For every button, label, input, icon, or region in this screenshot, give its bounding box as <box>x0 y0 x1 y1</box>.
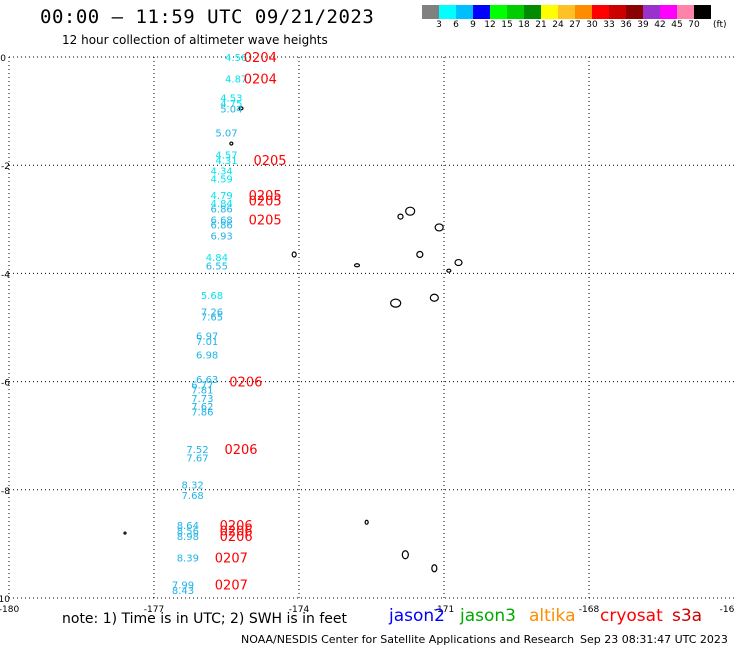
island-outline <box>447 269 451 272</box>
island-outline <box>432 565 437 572</box>
pass-time-label: 0206 <box>220 530 253 545</box>
island-outline <box>402 551 408 559</box>
mission-jason2: jason2 <box>389 606 445 626</box>
island-outline <box>455 260 462 266</box>
map-grid <box>9 57 734 598</box>
wave-height-value: 8.98 <box>177 532 199 543</box>
mission-jason3: jason3 <box>460 606 516 626</box>
wave-height-labels: 4.56 4.87 4.534.755.04 5.07 4.574.314.344.59… <box>172 53 247 597</box>
wave-height-value: 4.59 <box>211 175 233 186</box>
island-outline <box>365 520 368 524</box>
wave-height-value: 8.32 <box>182 480 204 491</box>
island-outline <box>230 142 233 145</box>
axis-ticks: -180 -177 -174 -171 -168 -16 0 -2 -4 -6 -8 -10 <box>0 54 735 615</box>
wave-height-value: 7.86 <box>191 407 213 418</box>
wave-height-value: 6.93 <box>211 232 233 243</box>
pass-time-label: 0207 <box>215 578 248 593</box>
generated-timestamp: Sep 23 08:31:47 UTC 2023 <box>580 633 728 646</box>
wave-height-value: 7.65 <box>201 313 223 324</box>
pass-time-label: 0205 <box>249 213 282 228</box>
mission-s3a: s3a <box>672 606 702 626</box>
y-tick-label: -10 <box>0 595 10 605</box>
wave-height-value: 8.39 <box>177 553 199 564</box>
altimeter-map: -180-177-174-171-168-160-2-4-6-8-10 4.56… <box>0 0 740 650</box>
island-outline <box>417 251 423 257</box>
wave-height-value: 6.86 <box>211 221 233 232</box>
island-outline <box>355 264 360 267</box>
island-outline <box>292 252 296 257</box>
pass-time-label: 0207 <box>215 551 248 566</box>
wave-height-value: 6.55 <box>206 261 228 272</box>
credit-text: NOAA/NESDIS Center for Satellite Applica… <box>241 633 574 646</box>
x-tick-label: -180 <box>0 605 19 615</box>
wave-height-value: 7.67 <box>186 453 208 464</box>
y-tick-label: -8 <box>1 487 10 497</box>
y-tick-label: -6 <box>1 379 10 389</box>
wave-height-value: 5.07 <box>215 129 237 140</box>
y-tick-label: -4 <box>1 270 10 280</box>
pass-time-label: 0204 <box>244 73 277 88</box>
mission-altika: altika <box>529 606 576 626</box>
pass-time-label: 0205 <box>253 154 286 169</box>
pass-time-label: 0205 <box>249 194 282 209</box>
wave-height-value: 4.31 <box>215 156 237 167</box>
island-outline <box>391 299 401 307</box>
wave-height-value: 6.98 <box>196 351 218 362</box>
x-tick-label: -16 <box>720 605 735 615</box>
island-outline <box>430 294 438 301</box>
wave-height-value: 6.86 <box>211 204 233 215</box>
island-outline <box>124 532 126 534</box>
wave-height-value: 5.04 <box>220 104 242 115</box>
wave-height-value: 5.68 <box>201 291 223 302</box>
island-outline <box>398 214 403 219</box>
pass-time-label: 0206 <box>229 376 262 391</box>
footer-note: note: 1) Time is in UTC; 2) SWH is in fe… <box>62 611 347 627</box>
pass-time-label: 0206 <box>224 443 257 458</box>
mission-cryosat: cryosat <box>600 606 663 626</box>
y-tick-label: 0 <box>0 54 6 64</box>
islands <box>124 107 462 572</box>
y-tick-label: -2 <box>1 162 10 172</box>
island-outline <box>435 224 443 231</box>
wave-height-value: 7.01 <box>196 337 218 348</box>
x-tick-label: -168 <box>579 605 600 615</box>
wave-height-value: 7.68 <box>182 491 204 502</box>
wave-height-value: 8.43 <box>172 586 194 597</box>
island-outline <box>406 207 415 215</box>
pass-time-label: 0204 <box>244 51 277 66</box>
